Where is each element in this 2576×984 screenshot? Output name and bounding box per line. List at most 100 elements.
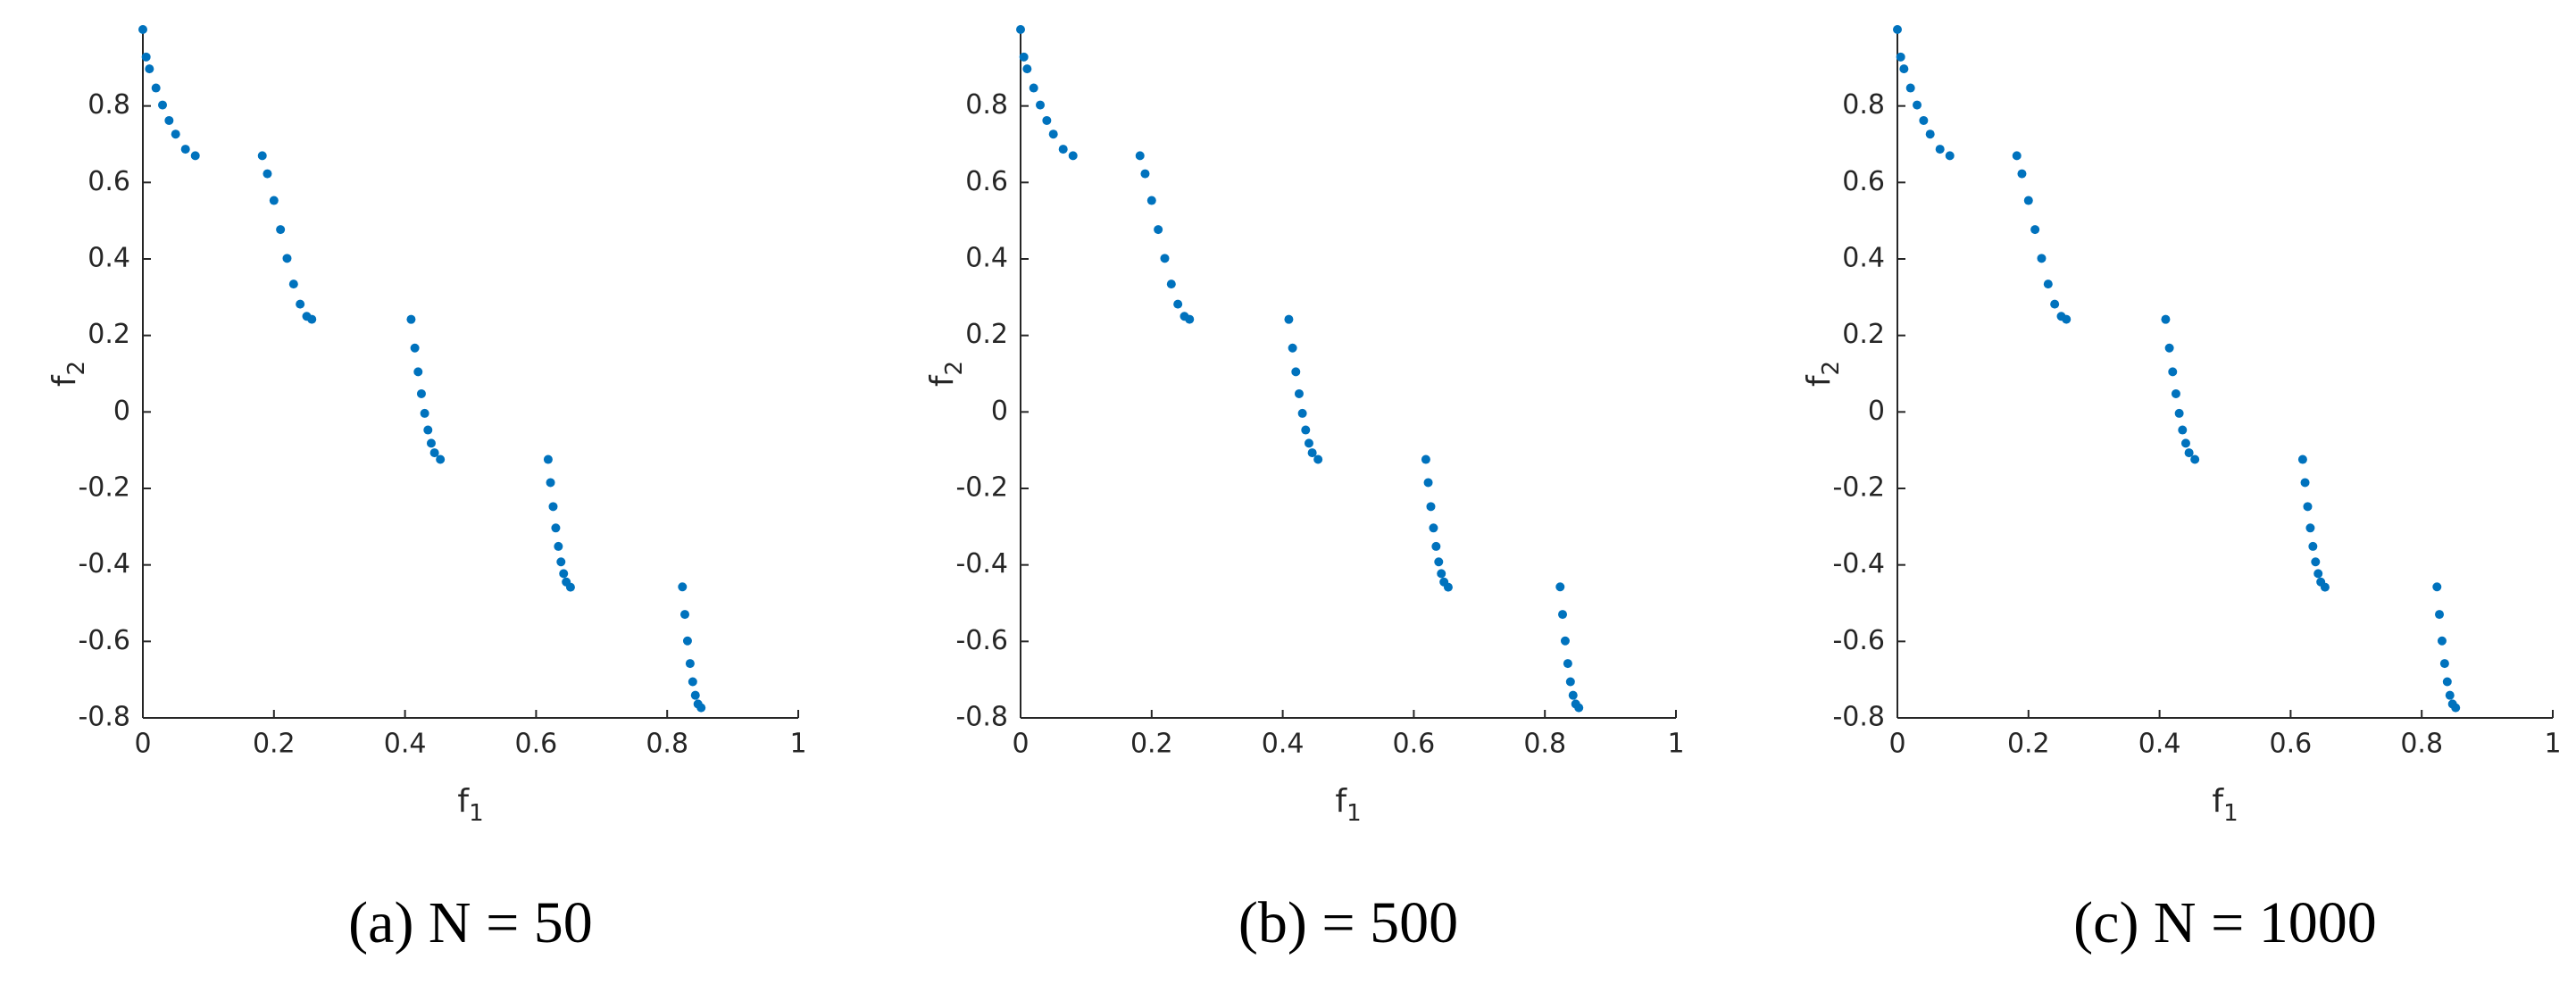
point: [406, 314, 416, 324]
point: [2313, 569, 2323, 579]
point: [1288, 343, 1297, 353]
point: [2171, 388, 2180, 398]
y-label-sub: 2: [941, 361, 968, 376]
point: [565, 582, 575, 592]
point: [2190, 454, 2200, 464]
x-label-main: f: [457, 783, 470, 820]
x-tick-label: 0.6: [2270, 729, 2313, 760]
point: [1304, 438, 1313, 448]
panel: -0.8 -0.6 -0.4 -0.2 0 0.2 0.4 0.6 0.8 0 0.2 0.4 0.6 0…: [1801, 25, 2562, 955]
x-tick-label: 0: [1012, 729, 1029, 760]
point: [257, 151, 267, 161]
point: [685, 659, 695, 669]
point: [1166, 279, 1176, 289]
y-tick-label: -0.6: [78, 625, 130, 656]
y-tick-label: 0.6: [965, 166, 1008, 197]
x-tick-label: 1: [2544, 729, 2561, 760]
point: [1284, 314, 1294, 324]
x-tick-label: 0: [134, 729, 151, 760]
point: [1135, 151, 1145, 161]
y-tick-label: -0.6: [1832, 625, 1885, 656]
y-tick-label: -0.8: [78, 702, 130, 733]
caption: (c) N = 1000: [2073, 890, 2377, 955]
y-axis-label: f2: [46, 361, 90, 387]
point: [1443, 582, 1453, 592]
point: [1431, 541, 1441, 551]
point: [690, 690, 700, 700]
point: [1429, 523, 1438, 533]
y-tick-label: -0.4: [1832, 548, 1885, 580]
point: [546, 478, 555, 488]
point: [2012, 151, 2022, 161]
point: [2062, 314, 2072, 324]
point: [2050, 299, 2060, 309]
point: [1560, 636, 1570, 646]
point: [2030, 225, 2040, 235]
point: [2451, 703, 2461, 713]
point: [2442, 677, 2452, 687]
x-label-main: f: [1335, 783, 1347, 820]
x-label-sub: 1: [1346, 800, 1362, 827]
x-tick-label: 0.4: [2138, 729, 2181, 760]
caption: (a) N = 50: [348, 890, 593, 955]
point: [263, 169, 272, 179]
x-tick-label: 1: [1667, 729, 1684, 760]
point: [423, 425, 433, 435]
y-tick-label: 0: [1868, 396, 1885, 427]
point: [2439, 659, 2449, 669]
point: [2023, 196, 2033, 205]
y-tick-label: 0: [113, 396, 130, 427]
x-tick-label: 1: [789, 729, 806, 760]
point: [436, 454, 446, 464]
caption: (b) = 500: [1238, 890, 1458, 955]
y-tick-label: 0.8: [1842, 89, 1885, 121]
point: [288, 279, 298, 289]
point: [2168, 367, 2178, 377]
point: [2178, 425, 2188, 435]
point: [413, 367, 423, 377]
point: [190, 151, 200, 161]
x-axis-label: f1: [2212, 783, 2238, 827]
point: [171, 129, 180, 139]
point: [2297, 454, 2307, 464]
point: [1563, 659, 1572, 669]
y-tick-label: 0.4: [965, 243, 1008, 274]
point: [1140, 169, 1150, 179]
point: [1896, 52, 1905, 62]
point: [1945, 151, 1955, 161]
point: [1291, 367, 1301, 377]
x-tick-label: 0.6: [515, 729, 558, 760]
point: [1042, 115, 1052, 125]
y-axis-label: f2: [924, 361, 968, 387]
y-tick-label: 0.6: [1842, 166, 1885, 197]
point: [1313, 454, 1323, 464]
point: [1154, 225, 1163, 235]
point: [2300, 478, 2310, 488]
point: [680, 610, 690, 620]
x-axis-label: f1: [457, 783, 483, 827]
y-tick-label: 0.4: [1842, 243, 1885, 274]
y-tick-label: 0: [991, 396, 1008, 427]
point: [145, 64, 154, 74]
x-label-main: f: [2212, 783, 2224, 820]
x-tick-label: 0.4: [384, 729, 427, 760]
point: [1160, 254, 1170, 263]
point: [1294, 388, 1304, 398]
point: [1016, 25, 1025, 34]
y-tick-label: -0.6: [955, 625, 1008, 656]
point: [682, 636, 692, 646]
point: [1185, 314, 1195, 324]
y-label-sub: 2: [63, 361, 90, 376]
point: [158, 100, 168, 110]
point: [2161, 314, 2171, 324]
point: [554, 541, 563, 551]
point: [2037, 254, 2047, 263]
point: [1068, 151, 1078, 161]
point: [1297, 408, 1307, 418]
y-tick-label: -0.2: [78, 472, 130, 504]
y-tick-label: -0.4: [78, 548, 130, 580]
point: [141, 52, 151, 62]
y-label-main: f: [46, 374, 83, 387]
